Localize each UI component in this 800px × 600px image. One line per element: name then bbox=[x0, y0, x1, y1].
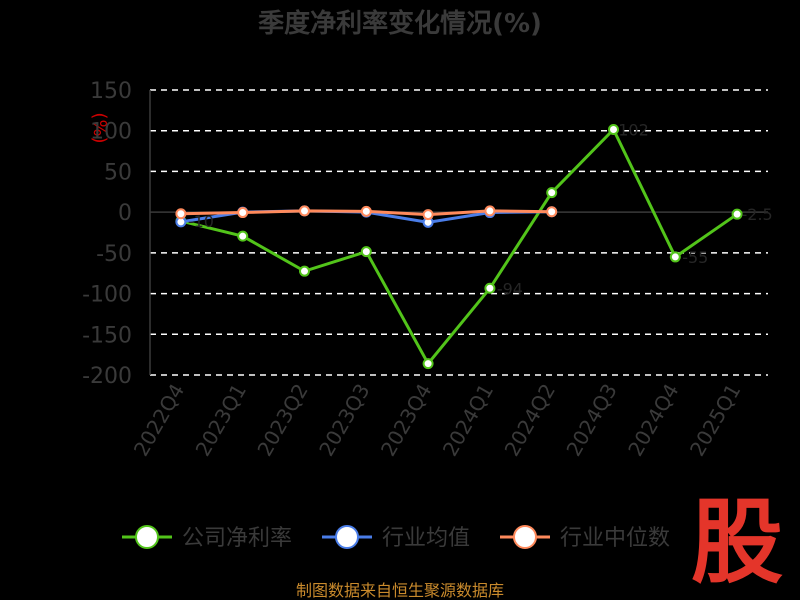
series-group bbox=[175, 123, 743, 370]
series-line-0 bbox=[180, 126, 738, 367]
data-point bbox=[422, 358, 434, 370]
y-tick-label: -100 bbox=[82, 283, 132, 308]
x-tick-label: 2023Q1 bbox=[191, 380, 251, 461]
y-tick-label: 150 bbox=[90, 79, 132, 104]
y-tick-label: -200 bbox=[82, 364, 132, 389]
x-tick-label: 2023Q3 bbox=[314, 380, 374, 461]
legend-label: 行业中位数 bbox=[560, 526, 670, 551]
data-point bbox=[237, 230, 249, 242]
x-tick-label: 2025Q1 bbox=[685, 380, 745, 461]
footer-source: 制图数据来自恒生聚源数据库 bbox=[296, 581, 504, 600]
data-labels: -10 -94 102 -55 -2.5 bbox=[188, 120, 773, 298]
x-tick-labels: 2022Q4 2023Q1 2023Q2 2023Q3 2023Q4 2024Q1 2024… bbox=[129, 380, 746, 461]
y-tick-label: -50 bbox=[96, 242, 132, 267]
chart-title: 季度净利率变化情况(%) bbox=[258, 8, 542, 39]
data-point bbox=[484, 282, 496, 294]
data-point bbox=[608, 123, 619, 135]
y-tick-label: 100 bbox=[90, 120, 132, 145]
x-tick-label: 2023Q2 bbox=[252, 380, 312, 461]
data-point bbox=[484, 205, 496, 217]
data-label: -55 bbox=[682, 248, 708, 267]
data-label: 102 bbox=[618, 120, 649, 139]
data-point bbox=[237, 207, 249, 219]
x-tick-label: 2022Q4 bbox=[129, 380, 189, 461]
data-point bbox=[360, 246, 372, 258]
x-tick-label: 2024Q3 bbox=[561, 380, 621, 461]
legend-marker bbox=[335, 525, 359, 549]
data-point bbox=[731, 208, 743, 220]
legend-label: 行业均值 bbox=[382, 526, 470, 551]
y-tick-label: -150 bbox=[82, 323, 132, 348]
logo-mark: 股 bbox=[691, 489, 783, 596]
data-point bbox=[299, 265, 310, 277]
y-axis-label: (%) bbox=[89, 112, 110, 143]
x-tick-label: 2023Q4 bbox=[376, 380, 436, 461]
data-point bbox=[299, 205, 310, 217]
y-tick-label: 0 bbox=[118, 201, 132, 226]
data-label: -94 bbox=[497, 279, 523, 298]
data-point bbox=[546, 187, 558, 199]
data-label: -10 bbox=[188, 212, 214, 231]
y-tick-labels: 150 100 50 0 -50 -100 -150 -200 bbox=[82, 79, 132, 389]
data-point bbox=[175, 208, 187, 220]
legend-marker bbox=[513, 525, 537, 549]
data-point bbox=[669, 251, 681, 263]
legend-label: 公司净利率 bbox=[182, 526, 292, 551]
data-point bbox=[422, 209, 434, 221]
data-point bbox=[546, 206, 558, 218]
data-point bbox=[360, 205, 372, 217]
x-tick-label: 2024Q4 bbox=[623, 380, 683, 461]
x-tick-label: 2024Q1 bbox=[438, 380, 498, 461]
legend: 公司净利率 行业均值 行业中位数 bbox=[122, 525, 670, 551]
legend-marker bbox=[135, 525, 159, 549]
data-label: -2.5 bbox=[741, 205, 772, 224]
y-tick-label: 50 bbox=[104, 160, 132, 185]
x-tick-label: 2024Q2 bbox=[500, 380, 560, 461]
